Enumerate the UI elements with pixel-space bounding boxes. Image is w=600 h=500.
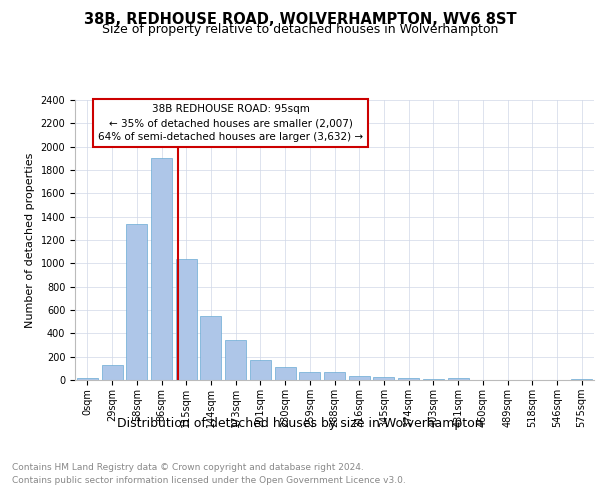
Bar [275,367,296,380]
Text: Size of property relative to detached houses in Wolverhampton: Size of property relative to detached ho… [102,24,498,36]
Bar [176,258,197,380]
Bar [398,378,419,380]
Bar [225,340,246,380]
Bar [101,365,122,380]
Bar [448,378,469,380]
Bar [299,372,320,380]
Bar [349,376,370,380]
Bar [151,158,172,380]
Text: Contains public sector information licensed under the Open Government Licence v3: Contains public sector information licen… [12,476,406,485]
Bar [373,377,394,380]
Bar [324,372,345,380]
Text: Distribution of detached houses by size in Wolverhampton: Distribution of detached houses by size … [117,418,483,430]
Text: 38B REDHOUSE ROAD: 95sqm
← 35% of detached houses are smaller (2,007)
64% of sem: 38B REDHOUSE ROAD: 95sqm ← 35% of detach… [98,104,363,142]
Bar [200,316,221,380]
Text: 38B, REDHOUSE ROAD, WOLVERHAMPTON, WV6 8ST: 38B, REDHOUSE ROAD, WOLVERHAMPTON, WV6 8… [83,12,517,28]
Bar [126,224,147,380]
Bar [77,378,98,380]
Y-axis label: Number of detached properties: Number of detached properties [25,152,35,328]
Text: Contains HM Land Registry data © Crown copyright and database right 2024.: Contains HM Land Registry data © Crown c… [12,462,364,471]
Bar [571,379,592,380]
Bar [250,360,271,380]
